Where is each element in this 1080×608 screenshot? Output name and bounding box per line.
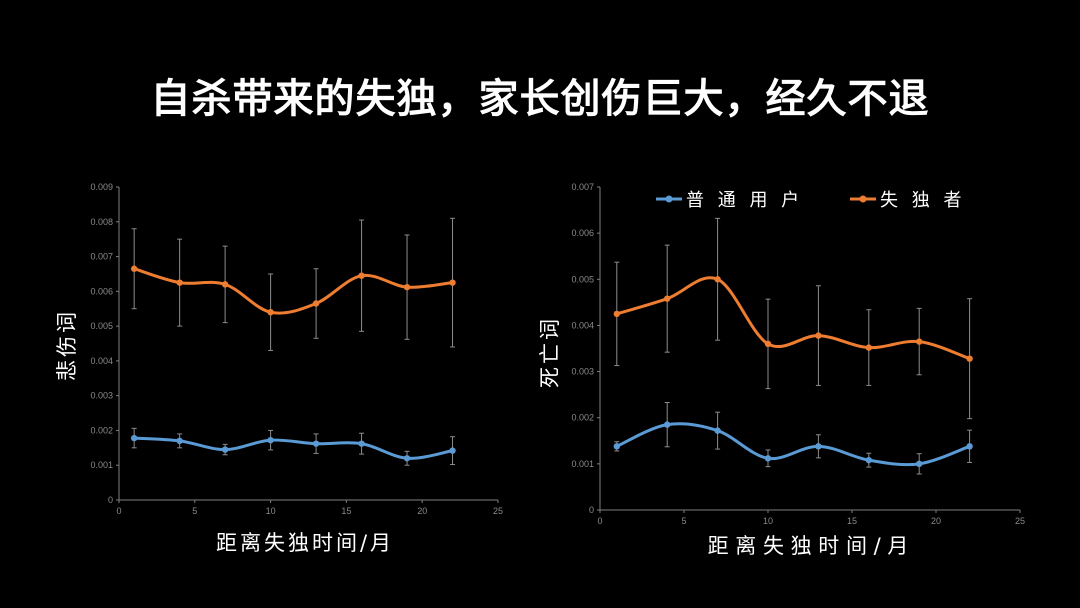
- data-point: [815, 332, 822, 339]
- data-point: [267, 436, 274, 444]
- right-series-bereaved: [613, 217, 973, 420]
- right-x-tick-label: 5: [681, 516, 686, 526]
- series-line: [615, 276, 972, 361]
- data-point: [815, 443, 822, 450]
- data-point: [130, 265, 138, 272]
- right-y-tick-label: 0.001: [571, 459, 594, 469]
- data-point: [403, 455, 411, 462]
- left-y-tick-label: 0.004: [90, 356, 113, 366]
- right-series-normal-user: [613, 401, 973, 475]
- right-x-tick-label: 0: [597, 516, 602, 526]
- right-y-tick-label: 0: [589, 505, 594, 515]
- left-series-normal-user: [130, 427, 456, 466]
- data-point: [764, 455, 772, 462]
- left-x-tick-label: 0: [116, 506, 121, 516]
- right-y-tick-label: 0.004: [571, 320, 594, 330]
- right-chart-xlabel: 距 离 失 独 时 间 / 月: [708, 534, 909, 558]
- data-point: [664, 421, 671, 428]
- data-point: [449, 279, 456, 286]
- right-x-tick-label: 25: [1015, 516, 1025, 526]
- data-point: [403, 283, 411, 291]
- series-line: [132, 436, 455, 460]
- left-x-tick-label: 5: [192, 506, 197, 516]
- right-x-tick-label: 15: [847, 516, 857, 526]
- left-y-tick-label: 0.002: [90, 425, 113, 435]
- left-y-tick-label: 0.009: [90, 182, 113, 192]
- left-chart-xlabel: 距离失独时间/月: [216, 531, 394, 555]
- data-point: [449, 447, 456, 454]
- data-point: [221, 281, 229, 288]
- left-y-tick-label: 0.003: [90, 391, 113, 401]
- data-point: [714, 276, 721, 283]
- left-x-tick-label: 10: [266, 506, 276, 516]
- left-y-tick-label: 0.001: [90, 460, 113, 470]
- data-point: [966, 355, 973, 362]
- data-point: [613, 310, 620, 318]
- right-y-tick-label: 0.006: [571, 228, 594, 238]
- data-point: [130, 434, 138, 442]
- right-chart: 0 0.001 0.002 0.003 0.004 0.005 0.006 0.007 0 5 10…: [571, 182, 1025, 526]
- series-line: [615, 422, 972, 467]
- data-point: [613, 443, 620, 450]
- left-y-tick-label: 0.005: [90, 321, 113, 331]
- data-point: [714, 427, 721, 434]
- legend: 普 通 用 户 失 独 者: [656, 190, 965, 211]
- right-y-tick-label: 0.005: [571, 274, 594, 284]
- data-point: [176, 279, 183, 286]
- left-y-tick-label: 0.007: [90, 252, 113, 262]
- right-x-tick-label: 20: [931, 516, 941, 526]
- legend-item-normal-user: 普 通 用 户: [656, 190, 803, 211]
- data-point: [916, 338, 923, 345]
- page-title: 自杀带来的失独，家长创伤巨大，经久不退: [150, 76, 930, 122]
- data-point: [764, 340, 772, 348]
- data-point: [916, 460, 923, 468]
- legend-label-normal-user: 普 通 用 户: [686, 190, 803, 211]
- left-x-tick-label: 15: [341, 506, 351, 516]
- right-y-tick-label: 0.003: [571, 367, 594, 377]
- left-chart: 0 0.001 0.002 0.003 0.004 0.005 0.006 0.007 0.00…: [90, 182, 503, 516]
- left-series-bereaved: [130, 217, 456, 351]
- left-x-tick-label: 20: [417, 506, 427, 516]
- legend-item-bereaved: 失 独 者: [850, 190, 965, 211]
- data-point: [267, 309, 274, 316]
- legend-label-bereaved: 失 独 者: [880, 190, 965, 211]
- data-point: [176, 437, 183, 445]
- data-point: [358, 440, 365, 447]
- data-point: [865, 456, 872, 464]
- data-point: [312, 300, 320, 307]
- left-chart-ylabel: 悲伤词: [55, 309, 79, 381]
- left-x-tick-label: 25: [493, 506, 503, 516]
- right-chart-ylabel: 死亡词: [538, 316, 562, 388]
- data-point: [221, 446, 229, 453]
- series-line: [132, 267, 455, 315]
- data-point: [664, 295, 671, 302]
- right-x-tick-label: 10: [763, 516, 773, 526]
- data-point: [966, 443, 973, 450]
- left-y-tick-label: 0.008: [90, 217, 113, 227]
- left-y-tick-label: 0: [108, 495, 113, 505]
- data-point: [358, 272, 365, 279]
- right-y-tick-label: 0.007: [571, 182, 594, 192]
- data-point: [312, 440, 320, 447]
- left-y-tick-label: 0.006: [90, 286, 113, 296]
- data-point: [865, 344, 872, 351]
- right-y-tick-label: 0.002: [571, 413, 594, 423]
